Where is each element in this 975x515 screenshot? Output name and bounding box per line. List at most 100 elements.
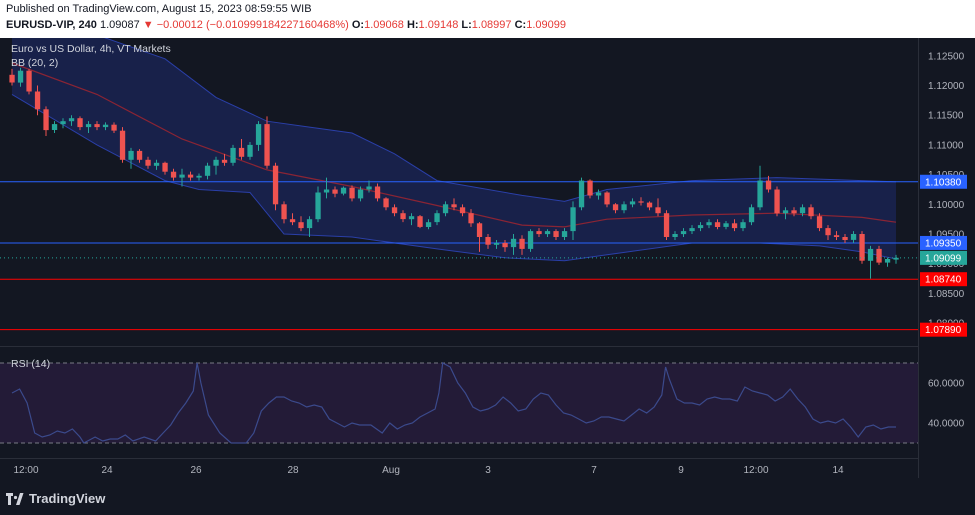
candle-body [255,124,262,145]
candle-body [145,159,151,166]
candle-body [306,219,313,229]
candle-body [459,207,466,214]
candle-body [493,243,500,245]
candle-body [468,213,474,224]
tradingview-logo[interactable]: TradingView [6,491,105,506]
ohlc-line: EURUSD-VIP, 240 1.09087 ▼ −0.00012 (−0.0… [6,19,566,31]
candle-body [332,189,338,194]
down-arrow-icon: ▼ [142,19,154,31]
candle-body [119,130,126,160]
published-text: Published on TradingView.com, August 15,… [6,3,312,15]
candle-body [391,207,398,214]
price-tick-label: 1.08500 [928,289,965,300]
candle-body [519,238,525,249]
candle-body [833,235,840,237]
candle-body [179,174,185,178]
time-tick-label: Aug [382,465,400,476]
candle-body [238,147,245,157]
time-tick-label: 14 [832,465,844,476]
level-tag-1.10380-bg [920,174,967,189]
candle-body [128,150,134,160]
candle-body [281,204,287,220]
candle-body [621,204,627,211]
level-tag-1.08740: 1.08740 [925,275,962,286]
candle-body [196,175,202,178]
level-tag-1.09350-bg [920,235,967,250]
candle-body [510,238,517,248]
candle-body [723,223,729,227]
candle-body [842,237,848,240]
price-tick-label: 1.12500 [928,51,965,62]
candle-body [731,223,738,229]
candle-body [570,207,576,232]
time-tick-label: 26 [190,465,202,476]
time-tick-label: 12:00 [13,465,38,476]
low-label: L: [461,19,472,31]
time-tick-label: 28 [287,465,299,476]
candle-body [162,162,168,172]
candle-body [697,225,704,229]
candle-body [629,201,636,205]
candle-body [740,222,746,229]
candle-body [349,187,355,199]
time-tick-label: 12:00 [743,465,768,476]
candle-body [26,70,32,92]
candle-body [85,124,92,128]
header-bar: Published on TradingView.com, August 15,… [0,0,975,38]
candle-body [43,109,49,131]
candle-body [578,180,585,208]
candle-body [502,243,508,248]
level-tag-1.08740-bg [920,272,967,287]
candle-body [485,237,491,245]
candle-body [77,118,83,128]
open-label: O: [351,19,365,31]
tradingview-logo-icon [6,492,24,505]
chart-area[interactable]: 1.125001.120001.115001.110001.105001.100… [0,38,975,478]
candle-body [230,147,236,163]
candle-body [315,192,321,220]
candle-body [425,222,432,227]
candle-body [884,259,891,263]
high-label: H: [406,19,419,31]
candle-body [799,207,806,214]
candle-body [757,180,763,208]
candle-body [850,234,857,240]
bb-fill [12,38,896,261]
footer: TradingView [0,484,975,515]
candle-body [17,70,24,83]
bb-legend: BB (20, 2) [11,57,59,69]
time-tick-label: 7 [591,465,597,476]
candle-body [765,180,772,190]
candle-body [366,186,372,190]
candle-body [553,231,559,237]
candle-body [434,213,440,223]
candle-body [187,174,194,178]
pane-separator [0,346,918,347]
price-tick-label: 1.11000 [928,140,964,151]
candle-body [476,223,483,237]
candle-body [102,124,109,128]
candle-body [672,234,678,237]
level-tag-1.07890: 1.07890 [925,325,962,336]
price-tick-label: 1.12000 [928,81,965,92]
close-value: 1.09099 [526,19,566,31]
candle-body [706,222,712,226]
candle-body [417,216,423,227]
high-value: 1.09148 [418,19,459,31]
candle-body [544,231,551,235]
rsi-legend: RSI (14) [11,358,51,370]
time-tick-label: 3 [485,465,491,476]
rsi-tick-label: 60.0000 [928,379,965,390]
candle-body [170,171,177,178]
candle-body [68,118,75,122]
chart-canvas[interactable]: 1.125001.120001.115001.110001.105001.100… [0,38,975,478]
candle-body [298,222,304,229]
candle-body [357,189,364,199]
candle-body [374,186,381,199]
level-tag-1.10380: 1.10380 [925,177,962,188]
candle-body [816,216,823,229]
candle-body [153,162,160,166]
rsi-line [11,362,896,444]
candle-body [60,121,66,125]
candle-body [595,192,602,196]
